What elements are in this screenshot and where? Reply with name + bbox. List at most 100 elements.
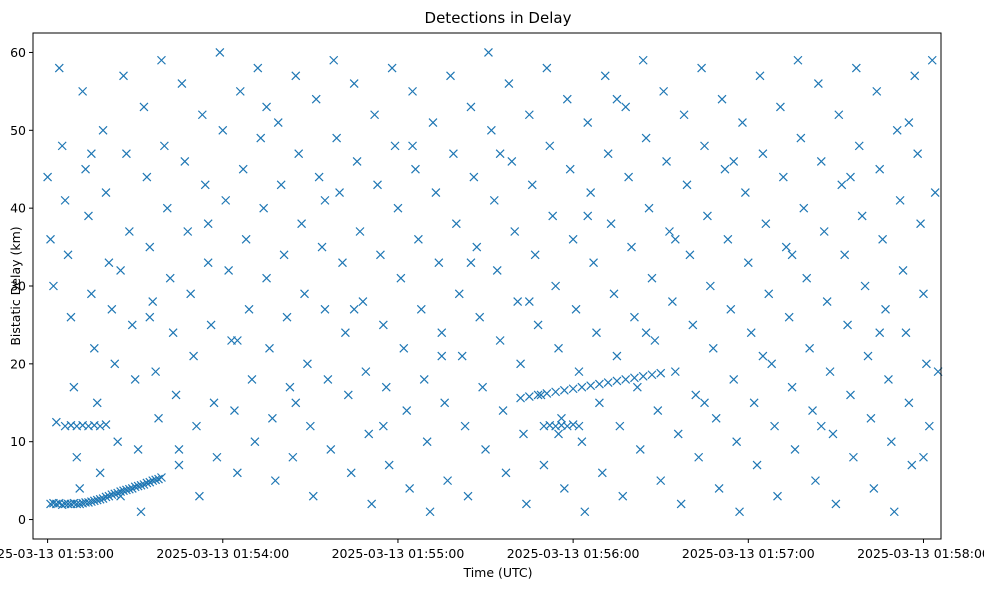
data-point — [808, 406, 817, 415]
data-point — [813, 79, 823, 89]
data-point — [343, 390, 353, 400]
data-point — [694, 452, 704, 462]
data-point — [574, 421, 584, 431]
data-point — [311, 94, 321, 104]
data-point — [848, 452, 858, 462]
data-point — [98, 125, 108, 135]
data-point — [367, 499, 377, 509]
data-point — [548, 211, 558, 221]
data-point — [89, 496, 99, 506]
data-point — [332, 133, 342, 143]
data-point — [554, 343, 563, 353]
data-point — [253, 63, 263, 73]
data-point — [145, 312, 155, 322]
data-point — [247, 374, 257, 384]
data-point — [603, 378, 613, 387]
x-axis: 2025-03-13 01:53:00 2025-03-13 01:54:00 20… — [0, 539, 984, 561]
data-point — [168, 328, 178, 338]
data-point — [89, 343, 99, 353]
data-point — [60, 195, 70, 205]
y-tick-label: 30 — [10, 279, 26, 294]
data-point — [533, 320, 543, 330]
data-point — [659, 86, 669, 96]
data-point — [265, 343, 274, 353]
data-point — [416, 304, 426, 314]
data-point — [136, 507, 146, 517]
data-point — [901, 328, 911, 338]
data-point — [653, 406, 663, 415]
y-tick-label: 20 — [10, 356, 26, 371]
data-point — [594, 379, 604, 389]
data-point — [627, 242, 636, 252]
data-point — [802, 273, 812, 283]
data-point — [124, 484, 134, 494]
data-point — [329, 55, 339, 65]
data-point — [624, 172, 634, 182]
data-point — [270, 476, 280, 486]
data-point — [189, 351, 199, 361]
data-point — [796, 133, 806, 143]
data-point — [539, 460, 549, 470]
data-point — [78, 86, 88, 96]
data-point — [256, 133, 266, 143]
data-point — [72, 452, 82, 462]
data-point — [723, 234, 733, 244]
data-point — [866, 413, 876, 423]
data-point — [370, 110, 380, 120]
data-point — [107, 304, 117, 314]
data-point — [583, 118, 593, 127]
data-point — [279, 250, 289, 260]
data-point — [630, 373, 639, 383]
data-point — [904, 398, 914, 408]
data-point — [320, 195, 330, 205]
data-point — [174, 445, 184, 454]
data-point — [863, 351, 873, 361]
data-point — [186, 289, 196, 299]
data-point — [402, 406, 412, 415]
data-point — [484, 48, 493, 57]
data-point — [57, 141, 67, 151]
data-point — [650, 336, 660, 345]
data-point — [735, 507, 744, 517]
data-point — [612, 351, 622, 361]
data-point — [828, 429, 838, 439]
x-tick-label: 2025-03-13 01:58:00 — [857, 546, 984, 561]
data-point — [101, 188, 111, 198]
data-point — [361, 367, 371, 377]
data-point — [358, 297, 368, 306]
data-point — [86, 497, 96, 507]
data-point — [346, 468, 356, 478]
data-point — [180, 157, 190, 166]
data-point — [378, 421, 388, 431]
x-tick-label: 2025-03-13 01:53:00 — [0, 546, 114, 561]
y-axis-title: Bistatic Delay (km) — [8, 226, 23, 345]
data-point — [557, 413, 566, 423]
data-point — [457, 351, 467, 361]
data-point — [781, 242, 791, 252]
data-point — [291, 71, 301, 81]
y-tick-label: 50 — [10, 123, 26, 138]
data-point — [84, 497, 93, 507]
data-point — [530, 250, 540, 260]
data-point — [793, 55, 803, 65]
data-point — [122, 149, 131, 159]
data-point — [51, 417, 61, 427]
data-point — [498, 406, 508, 415]
data-point — [720, 164, 730, 174]
data-point — [232, 336, 242, 345]
data-point — [632, 382, 642, 392]
data-point — [303, 359, 312, 369]
data-point — [472, 242, 482, 252]
data-point — [364, 429, 374, 439]
data-point — [524, 392, 534, 401]
data-point — [107, 490, 117, 500]
data-point — [884, 374, 893, 384]
data-point — [527, 180, 537, 190]
data-point — [446, 71, 455, 81]
data-point — [154, 474, 163, 484]
data-point — [238, 164, 248, 174]
data-point — [282, 312, 292, 322]
data-point — [340, 328, 350, 338]
data-point — [454, 289, 464, 299]
data-point — [422, 437, 432, 447]
